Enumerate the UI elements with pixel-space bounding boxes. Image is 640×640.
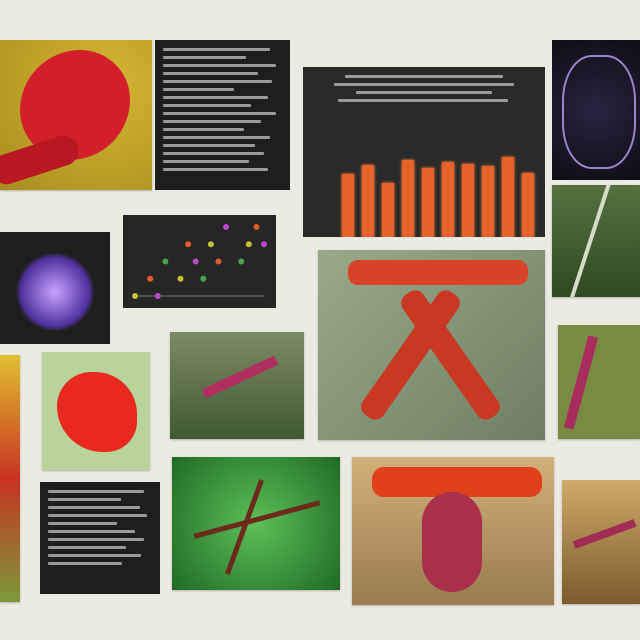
scatter-point [154,293,161,299]
scatter-point [200,275,207,282]
scatter-point [132,293,138,299]
left-edge-photo-tile [0,355,20,602]
scatter-point [207,241,214,248]
vascular-render-tile [552,40,640,180]
bottom-right-photo-tile [562,480,640,604]
bottom-right-branch [572,519,637,549]
purple-render-tile [0,232,110,344]
green-network-photo-tile [172,457,340,590]
red-drip-shape [422,492,482,592]
bar [462,163,474,237]
scatter-point [185,241,192,248]
text-lines [163,48,282,182]
scatter-point [177,275,184,282]
scatter-point [147,275,154,282]
chart-header-lines [311,75,537,135]
text-panel-1 [155,40,290,190]
scatter-point [215,258,222,265]
magenta-branch-right [563,335,599,430]
scatter-point [162,258,169,265]
right-branch-photo-tile [558,325,640,439]
red-organ-photo-tile-2 [352,457,554,605]
bar-chart-tile [303,67,545,237]
text-panel-2 [40,482,160,594]
red-branching-shape [348,260,528,285]
bar [522,172,534,237]
bar [402,159,414,237]
organ-photo-tile [0,40,152,190]
network-branch-1 [193,500,321,539]
bar [362,164,374,237]
scatter-point [223,224,230,230]
bar [382,183,394,237]
scatter-point [253,224,260,230]
scatter-point [261,241,267,248]
magenta-branch [201,355,279,399]
red-blob-tile [42,352,150,470]
scatter-point [238,258,245,265]
bar [442,162,454,237]
bar [422,167,434,237]
scatter-point [245,241,252,248]
bar [482,166,494,237]
scatter-plot [132,224,267,299]
red-structure-photo-tile [318,250,545,440]
scatter-point [192,258,199,265]
purple-flower-shape [15,252,95,332]
vascular-mesh [562,55,636,169]
branching-green-photo-tile [170,332,304,439]
bar [502,157,514,237]
red-blob-shape [57,372,137,452]
leaf-veins-tile [552,185,640,297]
bar [342,174,354,237]
leaf-vein [567,185,611,297]
bar-series [338,147,538,237]
text-lines-2 [48,490,152,586]
scatter-chart-tile [123,215,276,308]
